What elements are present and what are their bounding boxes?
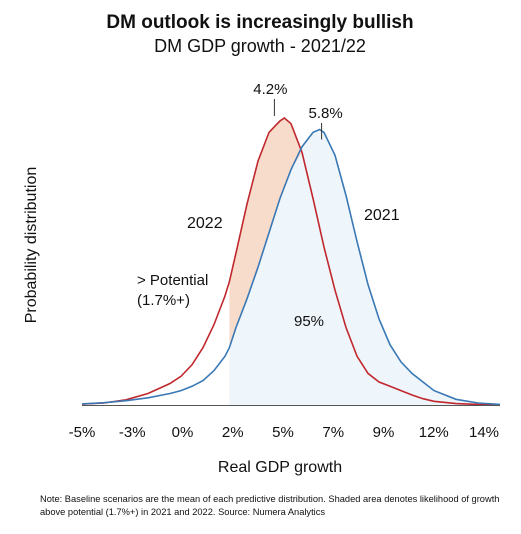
x-tick-label: 0% bbox=[172, 424, 194, 441]
shade-2022-area bbox=[229, 118, 302, 348]
y-axis-label: Probability distribution bbox=[23, 167, 40, 324]
chart-title: DM outlook is increasingly bullish bbox=[106, 12, 413, 33]
peak-label-2021: 5.8% bbox=[308, 105, 342, 122]
peak-label-2022: 4.2% bbox=[253, 81, 287, 98]
x-tick-label: 7% bbox=[322, 424, 344, 441]
note-line-1: Note: Baseline scenarios are the mean of… bbox=[40, 494, 499, 504]
x-tick-label: 12% bbox=[419, 424, 449, 441]
x-tick-label: 2% bbox=[222, 424, 244, 441]
series-label-2021: 2021 bbox=[364, 207, 400, 224]
x-tick-label: 9% bbox=[373, 424, 395, 441]
series-line-2022 bbox=[81, 116, 501, 406]
chart-subtitle: DM GDP growth - 2021/22 bbox=[154, 36, 366, 56]
x-tick-label: 14% bbox=[469, 424, 499, 441]
shaded-share-annotation: 95% bbox=[294, 313, 324, 330]
x-axis-label: Real GDP growth bbox=[218, 459, 342, 476]
x-tick-label: -5% bbox=[69, 424, 96, 441]
series-line-2021 bbox=[81, 128, 501, 406]
potential-annotation: > Potential bbox=[137, 272, 208, 289]
potential-value-annotation: (1.7%+) bbox=[137, 292, 190, 309]
note-line-2: above potential (1.7%+) in 2021 and 2022… bbox=[40, 507, 325, 517]
x-tick-label: 5% bbox=[272, 424, 294, 441]
x-tick-labels: -5% -3% 0% 2% 5% 7% 9% 12% 14% bbox=[69, 424, 499, 441]
series-label-2022: 2022 bbox=[187, 215, 223, 232]
plot-area bbox=[81, 99, 501, 406]
x-tick-label: -3% bbox=[119, 424, 146, 441]
shade-2021-area bbox=[229, 129, 500, 405]
